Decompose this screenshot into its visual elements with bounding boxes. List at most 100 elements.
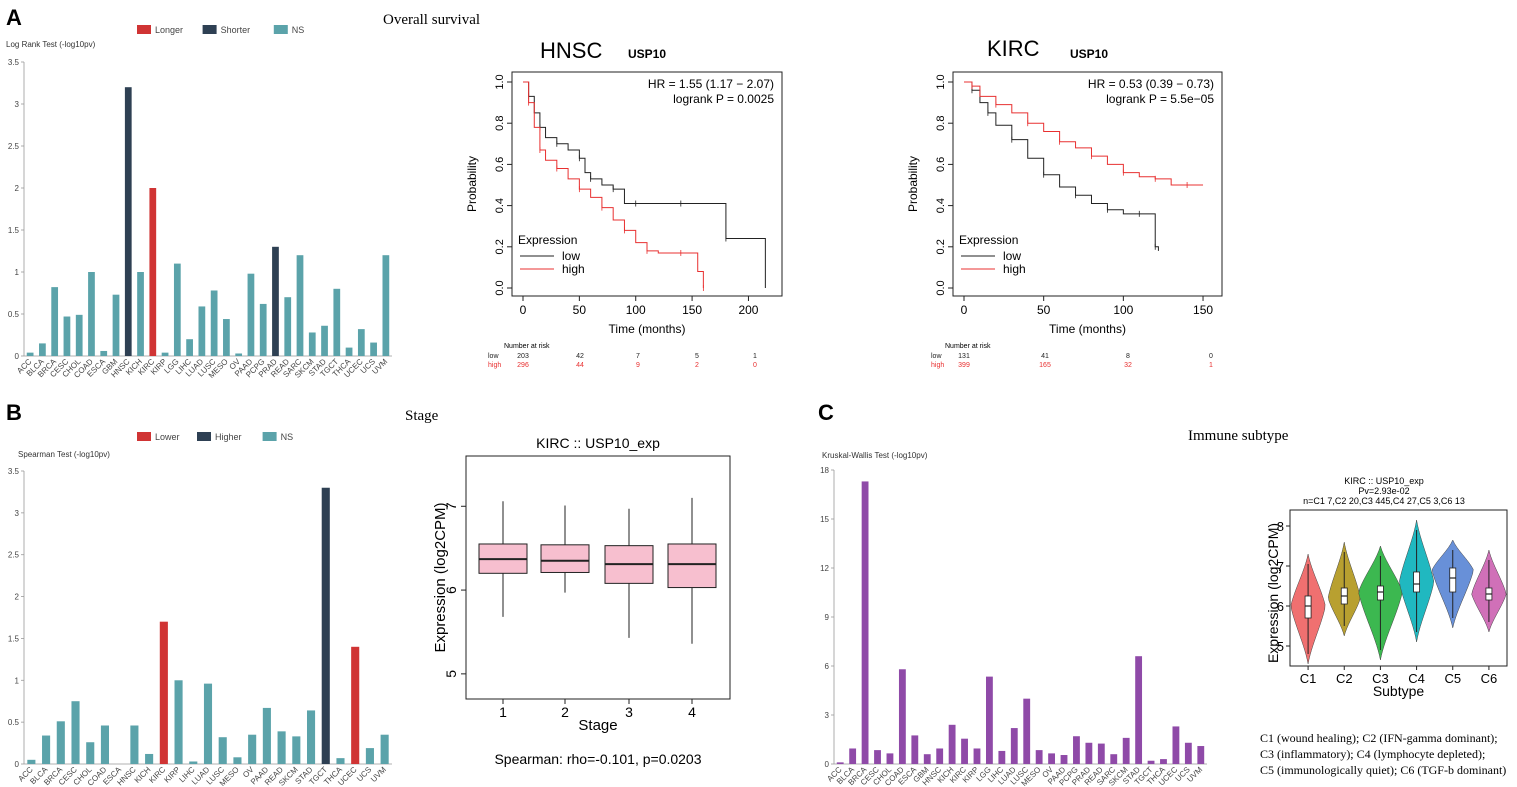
stage_bar-bar-meso bbox=[233, 757, 242, 764]
km-kirc-title: KIRC bbox=[987, 36, 1040, 61]
km-kirc-gene: USP10 bbox=[1070, 47, 1108, 61]
os_bar-bar-blca bbox=[39, 343, 46, 356]
stage_bar-bar-ucs bbox=[365, 748, 374, 764]
stage-box-caption: Spearman: rho=-0.101, p=0.0203 bbox=[494, 751, 701, 767]
os_bar-ytick-label: 3 bbox=[15, 100, 20, 109]
os_bar-bar-chol bbox=[75, 314, 83, 356]
immune_bar-bar-lgg bbox=[985, 676, 993, 764]
os_bar-ytick-label: 2 bbox=[15, 184, 20, 193]
km_hnsc-ytick-label: 0.2 bbox=[494, 239, 506, 254]
immune_bar-bar-blca bbox=[849, 748, 857, 764]
os_bar-legend-label: Shorter bbox=[221, 25, 251, 35]
violin-xtick-label: C1 bbox=[1300, 671, 1317, 686]
panel-label-a: A bbox=[6, 5, 22, 30]
violin-n: n=C1 7,C2 20,C3 445,C4 27,C5 3,C6 13 bbox=[1303, 496, 1465, 506]
km_kirc-xtick-label: 0 bbox=[961, 303, 968, 317]
stage_bar-xtick-label: KIRP bbox=[162, 765, 182, 785]
immune_bar-bar-thca bbox=[1160, 759, 1167, 764]
os_bar-bar-pcpg bbox=[259, 303, 267, 356]
km_hnsc-xtick-label: 50 bbox=[573, 303, 587, 317]
stage_bar-ytick-label: 0.5 bbox=[8, 718, 20, 727]
violin-ytick-label: 7 bbox=[1277, 559, 1284, 574]
km_kirc-curve-low bbox=[964, 81, 1159, 251]
km_kirc-hr-text: HR = 0.53 (0.39 − 0.73) bbox=[1088, 77, 1214, 91]
immune_bar-bar-ov bbox=[1048, 753, 1056, 764]
stage_bar-bar-coad bbox=[100, 725, 110, 764]
immune_bar-bar-luad bbox=[1010, 728, 1018, 764]
immune_bar-bar-pcpg bbox=[1073, 736, 1080, 764]
km_kirc-legend-label-low: low bbox=[1003, 249, 1021, 263]
km_hnsc-ytick-label: 0.8 bbox=[494, 116, 506, 131]
stage_bar-ytick-label: 0 bbox=[15, 760, 20, 769]
km_hnsc-risk-value: 7 bbox=[636, 353, 640, 360]
km_hnsc-ytick-label: 1.0 bbox=[494, 74, 506, 89]
os_bar-ytick-label: 2.5 bbox=[8, 142, 20, 151]
stage-box-xtick-label: 1 bbox=[499, 704, 507, 720]
immune_bar-bar-chol bbox=[886, 753, 894, 764]
violin-xtick-label: C3 bbox=[1372, 671, 1389, 686]
km_hnsc-xtick-label: 0 bbox=[520, 303, 527, 317]
os-bar-ylabel: Log Rank Test (-log10pv) bbox=[6, 40, 96, 49]
km_kirc-ytick-label: 0.6 bbox=[935, 157, 947, 172]
immune_bar-xtick-label: UVM bbox=[1185, 765, 1204, 784]
stage-box-title: KIRC :: USP10_exp bbox=[536, 435, 660, 451]
os_bar-legend-swatch-ns bbox=[273, 25, 288, 34]
immune-subtype-title: Immune subtype bbox=[1188, 428, 1289, 444]
immune_bar-bar-kich bbox=[948, 724, 956, 764]
km_hnsc-risk-value: 0 bbox=[753, 362, 757, 369]
km_kirc-ytick-label: 1.0 bbox=[935, 74, 947, 89]
overall-survival-title: Overall survival bbox=[383, 12, 480, 28]
stage_bar-ytick-label: 1.5 bbox=[8, 634, 20, 643]
os_bar-bar-kirp bbox=[161, 352, 169, 356]
stage_bar-bar-brca bbox=[56, 721, 65, 764]
km_kirc-ylabel: Probability bbox=[906, 156, 920, 212]
stage_bar-bar-skcm bbox=[292, 736, 301, 764]
immune_bar-bar-lihc bbox=[998, 750, 1006, 764]
km-kirc-area: 0 50 100 150 0.0 0.2 0.4 0.6 0.8 1.0 Time (months)… bbox=[906, 71, 1223, 369]
immune_bar-bar-meso bbox=[1035, 750, 1043, 764]
immune_bar-ytick-label: 18 bbox=[820, 466, 829, 475]
immune_bar-bar-acc bbox=[836, 762, 844, 764]
violin-ytick-label: 6 bbox=[1277, 599, 1284, 614]
os_bar-legend-swatch-longer bbox=[137, 25, 151, 34]
violin-ytick-label: 8 bbox=[1277, 519, 1284, 534]
km_kirc-risk-name-low: low bbox=[931, 353, 942, 360]
stage_bar-xtick-label: UCS bbox=[355, 765, 373, 783]
km_kirc-xtick-label: 150 bbox=[1193, 303, 1213, 317]
os_bar-bar-brca bbox=[51, 287, 59, 356]
km_kirc-p-text: logrank P = 5.5e−05 bbox=[1106, 92, 1214, 106]
os_bar-ytick-label: 0.5 bbox=[8, 310, 20, 319]
km_kirc-risk-value: 165 bbox=[1039, 362, 1051, 369]
km_hnsc-xtick-label: 150 bbox=[682, 303, 702, 317]
km_kirc-risk-value: 131 bbox=[958, 353, 970, 360]
os_bar-bar-gbm bbox=[112, 294, 120, 356]
os_bar-bar-sarc bbox=[296, 255, 304, 356]
stage-box-plot: KIRC :: USP10_exp Spearman: rho=-0.101, … bbox=[432, 435, 731, 767]
os_bar-bar-coad bbox=[88, 272, 95, 356]
os_bar-bar-acc bbox=[26, 352, 34, 356]
stage_bar-bar-tgct bbox=[321, 487, 330, 764]
km_kirc-ytick-label: 0.0 bbox=[935, 280, 947, 295]
immune-violin-plot: KIRC :: USP10_exp Pv=2.93e-02 n=C1 7,C2 … bbox=[1260, 476, 1508, 777]
stage_bar-legend-swatch-higher bbox=[197, 432, 211, 441]
violin-ytick-label: 5 bbox=[1277, 639, 1284, 654]
violin-title: KIRC :: USP10_exp bbox=[1344, 476, 1424, 486]
immune_bar-bar-sarc bbox=[1110, 754, 1118, 764]
stage_bar-ytick-label: 3.5 bbox=[8, 467, 20, 476]
immune_bar-bar-lusc bbox=[1023, 698, 1031, 764]
panel-label-c: C bbox=[818, 400, 834, 425]
km_kirc-risk-value: 8 bbox=[1126, 353, 1130, 360]
stage_bar-bar-kirc bbox=[159, 621, 168, 764]
immune_bar-ytick-label: 3 bbox=[825, 711, 830, 720]
immune_bar-bar-prad bbox=[1085, 742, 1093, 764]
km_kirc-risk-value: 41 bbox=[1041, 353, 1049, 360]
stage_bar-bar-chol bbox=[86, 742, 95, 764]
immune-bar-plot: 0369121518ACCBLCABRCACESCCHOLCOADESCAGBM… bbox=[820, 466, 1207, 787]
os_bar-bar-cesc bbox=[63, 316, 71, 356]
stage_bar-bar-read bbox=[277, 731, 286, 764]
km_hnsc-risk-value: 44 bbox=[576, 362, 584, 369]
km_kirc-frame bbox=[952, 71, 1223, 297]
km_hnsc-curve-high bbox=[523, 81, 704, 288]
stage_bar-bar-lihc bbox=[189, 761, 198, 764]
stage_bar-bar-kirp bbox=[174, 680, 183, 764]
